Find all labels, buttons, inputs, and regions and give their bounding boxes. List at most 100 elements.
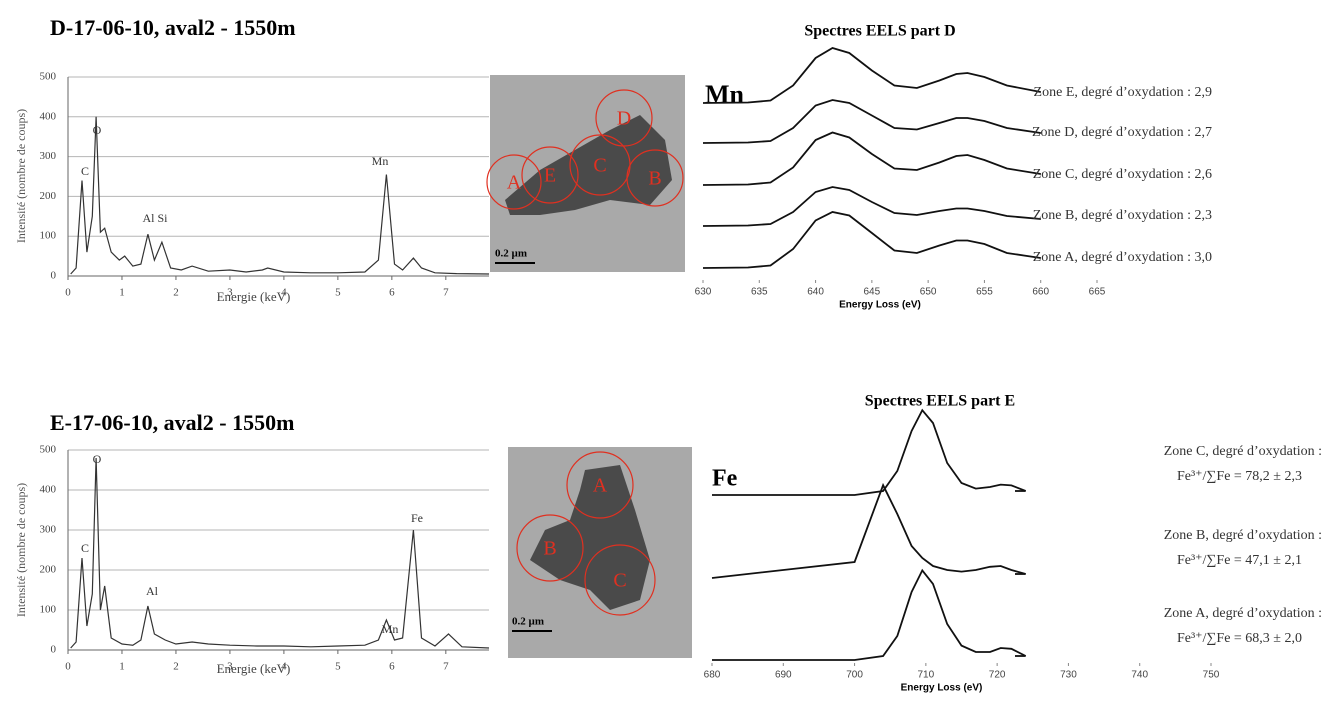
peak-label: Al (146, 584, 159, 598)
peak-label: Al Si (142, 211, 168, 225)
x-tick-label: 1 (119, 287, 125, 299)
x-tick-label: 2 (173, 661, 179, 673)
x-tick-label: 640 (807, 287, 824, 298)
eels-spectrum (702, 131, 1041, 186)
x-tick-label: 3 (227, 287, 233, 299)
zone-circle (521, 146, 579, 204)
zone-label: C (613, 570, 626, 592)
series-label: Zone A, degré d’oxydation : 3,0 (1033, 250, 1212, 265)
zone-circle (584, 544, 656, 616)
x-tick-label: 5 (335, 661, 341, 673)
x-tick-label: 0 (65, 287, 71, 299)
scale-label: 0.2 µm (495, 248, 527, 260)
eels-spectrum (702, 47, 1041, 104)
peak-label: Mn (372, 154, 389, 168)
zone-label: C (593, 155, 606, 177)
eels-spectrum (712, 408, 1027, 496)
chart-title: E-17-06-10, aval2 - 1550m (50, 410, 294, 435)
x-tick-label: 7 (443, 287, 449, 299)
series-label: Zone C, degré d’oxydation : 2,6 (1033, 167, 1212, 182)
x-tick-label: 7 (443, 661, 449, 673)
element-label: Mn (705, 80, 745, 109)
chart-title: D-17-06-10, aval2 - 1550m (50, 15, 296, 40)
zone-label: D (617, 108, 631, 130)
element-label: Fe (712, 466, 738, 492)
zone-circle (486, 154, 542, 210)
x-tick-label: 0 (65, 661, 71, 673)
x-tick-label: 5 (335, 287, 341, 299)
series-label: Zone C, degré d’oxydation : (1164, 444, 1322, 459)
zone-circle (626, 149, 684, 207)
y-tick-label: 400 (40, 484, 57, 496)
tem-image: A E C D B 0.2 µm (486, 75, 685, 272)
y-tick-label: 100 (40, 230, 57, 242)
x-tick-label: 730 (1060, 670, 1077, 681)
x-tick-label: 720 (989, 670, 1006, 681)
peak-label: C (81, 541, 89, 555)
x-tick-label: 680 (704, 670, 721, 681)
eels-spectrum (711, 482, 1026, 579)
zone-label: A (593, 475, 608, 497)
peak-label: Mn (382, 622, 399, 636)
y-tick-label: 500 (40, 444, 57, 456)
x-axis-label: Energie (keV) (217, 661, 291, 676)
eels-spectrum (712, 568, 1027, 661)
y-tick-label: 0 (51, 644, 57, 656)
y-tick-label: 0 (51, 270, 57, 282)
y-tick-label: 200 (40, 564, 57, 576)
y-tick-label: 100 (40, 604, 57, 616)
chart-title: Spectres EELS part D (804, 23, 955, 40)
x-axis-label: Energy Loss (eV) (839, 300, 921, 311)
x-tick-label: 6 (389, 661, 395, 673)
y-tick-label: 400 (40, 110, 57, 122)
eels-spectrum (702, 211, 1041, 269)
y-tick-label: 300 (40, 150, 57, 162)
y-axis-label: Intensité (nombre de coups) (14, 483, 28, 617)
series-detail: Fe³⁺/∑Fe = 78,2 ± 2,3 (1177, 469, 1302, 484)
peak-label: O (93, 452, 102, 466)
spectrum-line (70, 457, 490, 649)
zone-circle (516, 514, 584, 582)
y-tick-label: 300 (40, 524, 57, 536)
x-tick-label: 3 (227, 661, 233, 673)
x-tick-label: 6 (389, 287, 395, 299)
y-axis-label: Intensité (nombre de coups) (14, 109, 28, 243)
spectrum-line (70, 116, 490, 275)
zone-label: E (544, 165, 556, 187)
x-tick-label: 740 (1131, 670, 1148, 681)
zone-circle (566, 451, 634, 519)
x-tick-label: 690 (775, 670, 792, 681)
zone-label: A (507, 172, 522, 194)
y-tick-label: 200 (40, 190, 57, 202)
zone-label: B (543, 538, 556, 560)
x-axis-label: Energie (keV) (217, 289, 291, 304)
series-label: Zone B, degré d’oxydation : (1164, 528, 1322, 543)
particle (530, 465, 650, 610)
eels-spectrum (702, 186, 1041, 227)
x-tick-label: 700 (846, 670, 863, 681)
x-tick-label: 1 (119, 661, 125, 673)
peak-label: C (81, 164, 89, 178)
series-detail: Fe³⁺/∑Fe = 68,3 ± 2,0 (1177, 631, 1302, 646)
series-label: Zone A, degré d’oxydation : (1164, 606, 1322, 621)
x-tick-label: 4 (281, 287, 287, 299)
x-tick-label: 635 (751, 287, 768, 298)
series-label: Zone D, degré d’oxydation : 2,7 (1032, 125, 1212, 140)
x-tick-label: 650 (920, 287, 937, 298)
series-label: Zone E, degré d’oxydation : 2,9 (1034, 85, 1212, 100)
series-detail: Fe³⁺/∑Fe = 47,1 ± 2,1 (1177, 553, 1302, 568)
x-tick-label: 2 (173, 287, 179, 299)
tem-image: A B C 0.2 µm (508, 447, 692, 658)
x-tick-label: 655 (976, 287, 993, 298)
series-label: Zone B, degré d’oxydation : 2,3 (1033, 208, 1212, 223)
scale-label: 0.2 µm (512, 616, 544, 628)
x-axis-label: Energy Loss (eV) (901, 683, 983, 694)
x-tick-label: 665 (1089, 287, 1106, 298)
x-tick-label: 710 (918, 670, 935, 681)
zone-label: B (648, 168, 661, 190)
peak-label: O (93, 123, 102, 137)
eels-spectrum (702, 99, 1041, 144)
chart-title: Spectres EELS part E (865, 393, 1015, 410)
zone-circle (595, 89, 653, 147)
